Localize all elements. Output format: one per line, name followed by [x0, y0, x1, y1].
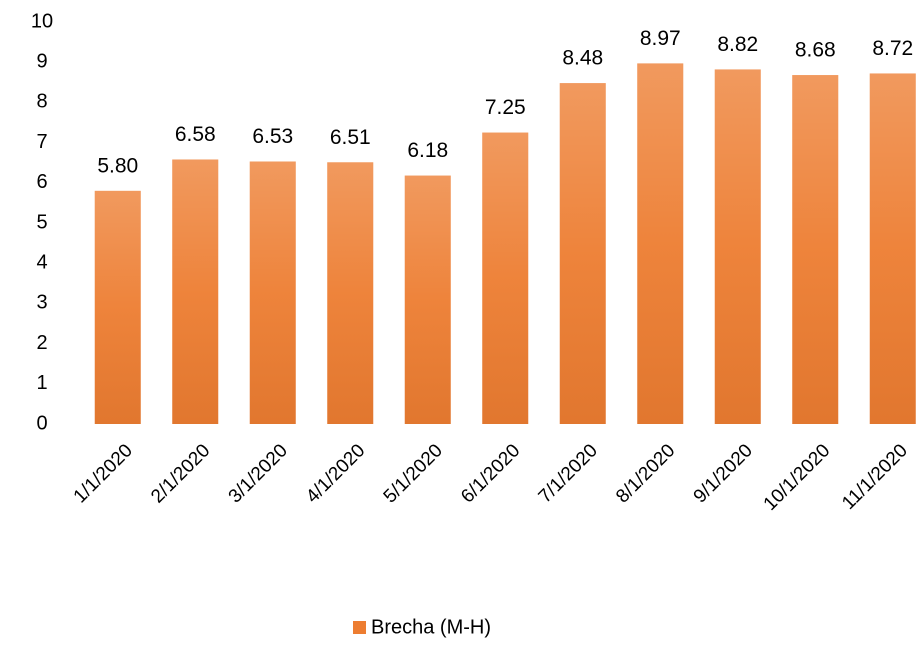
value-label: 8.72: [872, 37, 913, 60]
y-tick-label: 8: [36, 91, 47, 113]
value-label: 6.58: [175, 123, 216, 146]
y-tick-label: 10: [31, 10, 53, 32]
value-label: 6.51: [330, 126, 371, 149]
x-tick-label: 2/1/2020: [147, 440, 214, 507]
bar: [869, 73, 916, 425]
y-tick-label: 7: [36, 131, 47, 153]
x-tick-label: 10/1/2020: [760, 440, 835, 515]
bar: [792, 75, 839, 425]
x-tick-label: 8/1/2020: [612, 440, 679, 507]
x-tick-label: 4/1/2020: [302, 440, 369, 507]
value-label: 5.80: [97, 154, 138, 177]
bar: [714, 69, 761, 424]
y-tick-label: 5: [36, 211, 47, 233]
x-tick-label: 6/1/2020: [457, 440, 524, 507]
value-label: 6.53: [252, 125, 293, 148]
x-tick-label: 1/1/2020: [70, 440, 137, 507]
value-label: 7.25: [485, 96, 526, 119]
bar: [249, 161, 296, 424]
value-label: 6.18: [407, 139, 448, 162]
y-tick-label: 3: [36, 292, 47, 314]
y-tick-label: 2: [36, 332, 47, 354]
x-tick-label: 9/1/2020: [690, 440, 757, 507]
bar: [327, 162, 374, 424]
y-tick-label: 0: [36, 412, 47, 434]
x-tick-label: 7/1/2020: [535, 440, 602, 507]
bar: [559, 83, 606, 424]
bar: [482, 132, 529, 425]
bar: [172, 159, 219, 424]
y-tick-label: 1: [36, 372, 47, 394]
y-tick-label: 6: [36, 171, 47, 193]
y-tick-label: 9: [36, 50, 47, 72]
bar: [637, 63, 684, 424]
x-tick-label: 5/1/2020: [380, 440, 447, 507]
legend-swatch: [353, 621, 366, 634]
value-label: 8.68: [795, 39, 836, 62]
bar: [94, 190, 141, 424]
x-tick-label: 11/1/2020: [838, 440, 912, 514]
legend-label: Brecha (M-H): [371, 616, 491, 638]
value-label: 8.82: [717, 33, 758, 56]
bar: [404, 175, 451, 424]
value-label: 8.48: [562, 47, 603, 70]
y-tick-label: 4: [36, 251, 47, 273]
x-tick-label: 3/1/2020: [225, 440, 292, 507]
value-label: 8.97: [640, 27, 681, 50]
